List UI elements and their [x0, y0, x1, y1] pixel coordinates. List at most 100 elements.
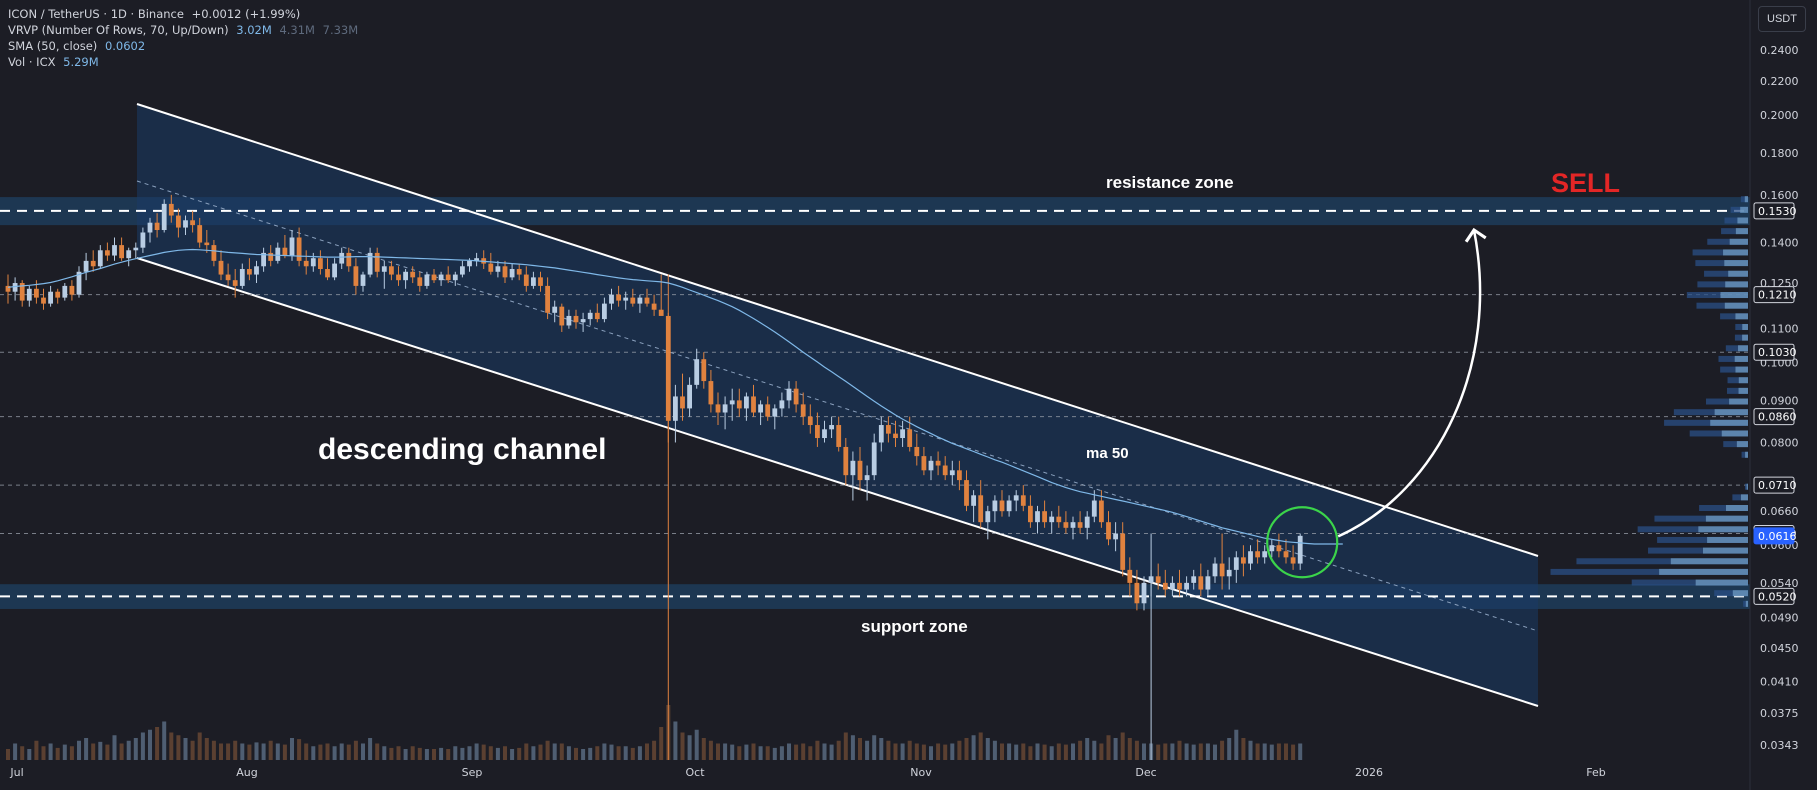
candle-body	[275, 247, 281, 261]
candle-body	[907, 429, 913, 447]
vrvp-bar-up	[1740, 494, 1748, 501]
volume-bar	[1248, 740, 1253, 760]
price-tick: 0.0410	[1760, 675, 1799, 688]
candle-body	[239, 269, 245, 286]
volume-bar	[850, 735, 855, 760]
vrvp-bar-up	[1705, 515, 1748, 522]
volume-bar	[226, 743, 231, 760]
volume-bar	[1106, 735, 1111, 760]
volume-bar	[765, 746, 770, 760]
volume-bar	[900, 743, 905, 760]
candle-body	[168, 203, 174, 216]
volume-bar	[297, 739, 302, 760]
volume-bar	[339, 743, 344, 760]
volume-bar	[801, 743, 806, 760]
volume-bar	[879, 738, 884, 760]
volume-bar	[1042, 744, 1047, 760]
volume-bar	[680, 732, 685, 760]
volume-bar	[453, 746, 458, 760]
symbol-title: ICON / TetherUS · 1D · Binance	[8, 7, 184, 21]
volume-bar	[375, 743, 380, 760]
candle-body	[1063, 522, 1069, 528]
volume-bar	[659, 727, 664, 760]
vrvp-bar-up	[1738, 345, 1748, 352]
candle-body	[658, 309, 664, 316]
vrvp-row[interactable]: VRVP (Number Of Rows, 70, Up/Down) 3.02M…	[8, 22, 358, 38]
volume-bar	[133, 738, 138, 760]
volume-bar	[13, 743, 18, 760]
vrvp-bar	[1734, 334, 1748, 341]
currency-button[interactable]: USDT	[1758, 6, 1806, 32]
symbol-row[interactable]: ICON / TetherUS · 1D · Binance +0.0012 (…	[8, 6, 358, 22]
volume-bar	[1255, 743, 1260, 760]
candle-body	[1084, 516, 1090, 528]
candle-body	[176, 215, 181, 228]
volume-bar	[1177, 740, 1182, 760]
price-tag-label: 0.1530	[1758, 205, 1797, 218]
vrvp-bar	[1648, 547, 1748, 554]
price-tag-label: 0.1210	[1758, 289, 1797, 302]
candle-body	[594, 312, 600, 320]
label-ma-50: ma 50	[1086, 445, 1129, 462]
candle-body	[1091, 500, 1097, 517]
volume-bar	[247, 744, 252, 760]
candle-body	[843, 446, 849, 476]
volume-bar	[1142, 743, 1146, 760]
volume-bar	[368, 738, 373, 760]
candle-body	[438, 274, 444, 281]
volume-bar	[637, 746, 642, 760]
volume-row[interactable]: Vol · ICX 5.29M	[8, 54, 358, 70]
vrvp-bar	[1743, 600, 1748, 607]
candle-body	[1170, 582, 1175, 590]
candle-body	[204, 242, 210, 246]
volume-bar	[673, 721, 678, 760]
vrvp-bar	[1718, 355, 1748, 362]
candle-body	[1283, 551, 1289, 558]
volume-bar	[1127, 738, 1132, 760]
price-tick: 0.2000	[1760, 109, 1799, 122]
sma-row[interactable]: SMA (50, close) 0.0602	[8, 38, 358, 54]
vrvp-bar-up	[1737, 217, 1748, 224]
candle-body	[460, 266, 465, 275]
channel-upper-line	[136, 103, 1539, 557]
candle-body	[1255, 551, 1260, 558]
time-label: Oct	[685, 766, 705, 779]
candle-body	[914, 446, 920, 457]
price-tick: 0.0800	[1760, 436, 1799, 449]
volume-bar	[950, 743, 955, 760]
vrvp-bar	[1550, 568, 1748, 575]
volume-bar	[1021, 743, 1026, 760]
price-tag	[1753, 408, 1795, 426]
candle-body	[957, 470, 962, 481]
volume-bar	[616, 746, 621, 760]
candle-body	[736, 400, 742, 409]
volume-bar	[914, 743, 919, 760]
time-label: Feb	[1586, 766, 1605, 779]
volume-bar	[268, 740, 273, 760]
candle-body	[1226, 569, 1232, 577]
candle-body	[452, 274, 458, 281]
vrvp-bar-up	[1745, 600, 1748, 607]
candle-body	[1120, 533, 1126, 570]
volume-bar	[446, 749, 451, 760]
candle-body	[1049, 516, 1055, 523]
candle-body	[296, 237, 302, 261]
volume-bar	[48, 743, 53, 760]
candle-body	[1219, 563, 1225, 577]
volume-bar	[467, 746, 472, 760]
time-label: Nov	[910, 766, 932, 779]
volume-bar	[1234, 729, 1239, 760]
volume-label: Vol · ICX	[8, 55, 56, 69]
volume-bar	[723, 743, 728, 760]
volume-bar	[531, 746, 536, 760]
vrvp-bar-up	[1736, 441, 1748, 448]
vrvp-bar	[1692, 249, 1748, 256]
volume-bar	[432, 749, 436, 760]
volume-bar	[865, 740, 870, 760]
volume-bar	[105, 744, 110, 760]
vrvp-bar-up	[1744, 196, 1748, 203]
candle-body	[722, 404, 728, 413]
candle-body	[1006, 500, 1012, 512]
volume-bar	[1269, 744, 1274, 760]
